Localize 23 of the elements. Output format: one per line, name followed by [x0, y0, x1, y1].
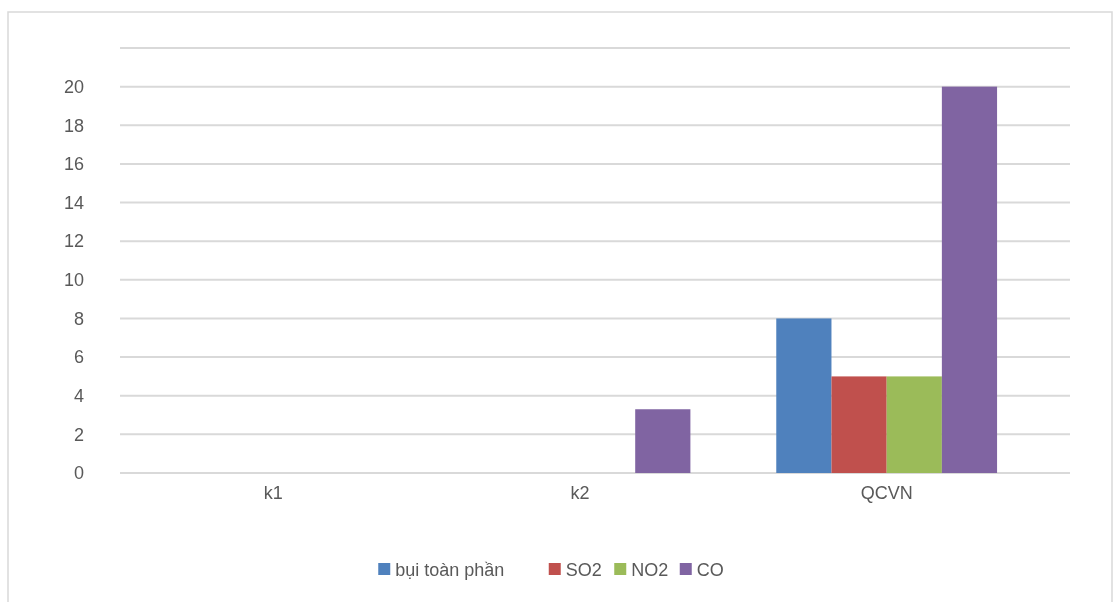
- y-tick-label: 4: [73, 386, 84, 407]
- y-tick-label: 12: [63, 231, 84, 252]
- legend-label: NO2: [631, 560, 669, 581]
- x-tick-label: QCVN: [860, 483, 913, 503]
- y-tick-label: 8: [73, 308, 84, 329]
- legend-label: SO2: [565, 560, 602, 581]
- y-tick-label: 6: [73, 347, 84, 368]
- bar: [831, 376, 887, 473]
- bar: [635, 409, 691, 473]
- x-tick-label: k1: [263, 483, 283, 503]
- legend-label: CO: [696, 560, 724, 581]
- y-tick-label: 0: [73, 463, 84, 484]
- bar: [886, 376, 942, 473]
- y-tick-label: 14: [63, 192, 84, 213]
- bar: [776, 318, 832, 473]
- bar: [941, 86, 998, 473]
- y-tick-label: 10: [63, 270, 84, 291]
- x-tick-label: k2: [570, 483, 590, 503]
- y-tick-label: 16: [63, 154, 84, 175]
- y-tick-label: 20: [63, 76, 84, 97]
- y-tick-label: 18: [63, 115, 84, 136]
- y-tick-label: 2: [73, 424, 84, 445]
- legend-label: bụi toàn phần: [395, 560, 505, 581]
